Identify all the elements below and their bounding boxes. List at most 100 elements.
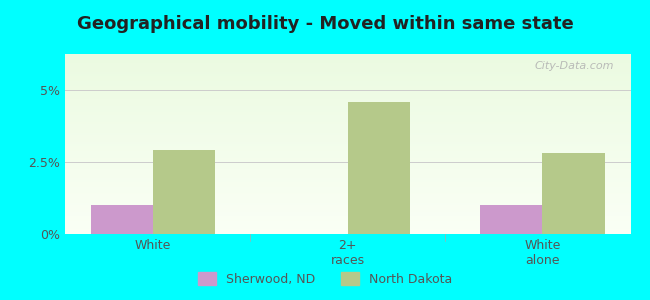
Bar [65, 101, 630, 103]
Bar [65, 128, 630, 130]
Bar [65, 167, 630, 169]
Bar [65, 229, 630, 230]
Bar [543, 153, 604, 234]
Bar [65, 86, 630, 88]
Bar [348, 101, 410, 234]
Bar [65, 103, 630, 104]
Bar [65, 151, 630, 153]
Bar [65, 139, 630, 140]
Bar [65, 67, 630, 68]
Bar [65, 157, 630, 158]
Bar [65, 61, 630, 63]
Bar [65, 194, 630, 196]
Bar [65, 203, 630, 205]
Bar [65, 144, 630, 146]
Bar [65, 211, 630, 212]
Bar [65, 122, 630, 124]
Bar [65, 83, 630, 85]
Bar [153, 151, 215, 234]
Bar [65, 189, 630, 191]
Bar [65, 176, 630, 178]
Bar [65, 207, 630, 209]
Bar [65, 108, 630, 110]
Bar [65, 106, 630, 108]
Bar [65, 117, 630, 119]
Bar [65, 202, 630, 203]
Bar [65, 216, 630, 218]
Bar [65, 77, 630, 79]
Bar [65, 158, 630, 160]
Bar [65, 110, 630, 112]
Bar [65, 196, 630, 198]
Bar [65, 130, 630, 131]
Bar [65, 99, 630, 101]
Bar [65, 218, 630, 220]
Bar [65, 126, 630, 128]
Bar [65, 191, 630, 193]
Bar [65, 70, 630, 72]
Bar [65, 171, 630, 173]
Bar [65, 85, 630, 86]
Text: Geographical mobility - Moved within same state: Geographical mobility - Moved within sam… [77, 15, 573, 33]
Bar [65, 121, 630, 122]
Bar [65, 81, 630, 83]
Bar [65, 140, 630, 142]
Legend: Sherwood, ND, North Dakota: Sherwood, ND, North Dakota [192, 267, 458, 291]
Bar [65, 149, 630, 151]
Bar [65, 200, 630, 202]
Bar [65, 113, 630, 115]
Bar [65, 112, 630, 113]
Bar [65, 92, 630, 94]
Bar [91, 205, 153, 234]
Bar [65, 133, 630, 135]
Bar [65, 153, 630, 155]
Bar [65, 184, 630, 185]
Bar [65, 90, 630, 92]
Bar [65, 230, 630, 232]
Bar [65, 212, 630, 214]
Bar [65, 59, 630, 61]
Bar [65, 185, 630, 187]
Bar [65, 97, 630, 99]
Bar [65, 131, 630, 133]
Bar [65, 180, 630, 182]
Bar [65, 58, 630, 59]
Bar [65, 220, 630, 221]
Bar [65, 232, 630, 234]
Bar [65, 76, 630, 77]
Bar [65, 182, 630, 184]
Bar [65, 74, 630, 76]
Bar [65, 205, 630, 207]
Bar [65, 94, 630, 95]
Bar [65, 209, 630, 211]
Bar [65, 119, 630, 121]
Bar [65, 223, 630, 225]
Bar [65, 135, 630, 137]
Bar [65, 79, 630, 81]
Text: City-Data.com: City-Data.com [534, 61, 614, 71]
Bar [65, 124, 630, 126]
Bar [65, 193, 630, 194]
Bar [65, 175, 630, 176]
Bar [65, 56, 630, 58]
Bar [65, 214, 630, 216]
Bar [65, 227, 630, 229]
Bar [65, 169, 630, 171]
Bar [65, 198, 630, 200]
Bar [65, 164, 630, 166]
Bar [65, 155, 630, 157]
Bar [65, 65, 630, 67]
Bar [65, 63, 630, 65]
Bar [65, 160, 630, 162]
Bar [65, 178, 630, 180]
Bar [65, 104, 630, 106]
Bar [65, 88, 630, 90]
Bar [65, 68, 630, 70]
Bar [65, 173, 630, 175]
Bar [65, 187, 630, 189]
Bar [65, 162, 630, 164]
Bar [65, 148, 630, 149]
Bar [65, 142, 630, 144]
Bar [65, 146, 630, 148]
Bar [65, 115, 630, 117]
